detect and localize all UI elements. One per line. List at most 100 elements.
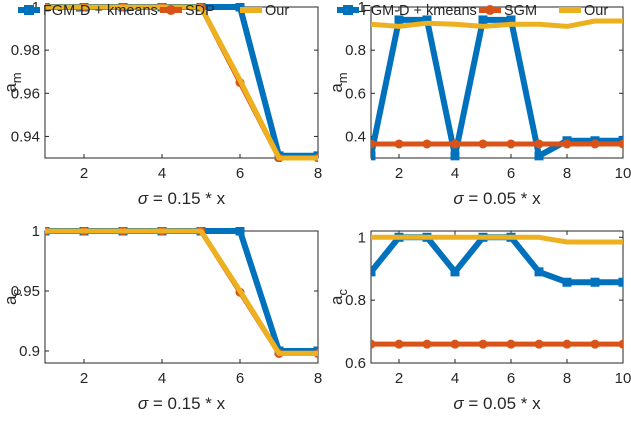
- y-tick-label: 1: [358, 229, 366, 246]
- data-point-square: [506, 15, 516, 25]
- data-point-square: [422, 15, 432, 25]
- data-point-circle: [478, 339, 488, 349]
- data-point-circle: [562, 139, 572, 149]
- legend-marker-circle: [485, 5, 495, 15]
- y-tick-label: 1: [32, 223, 40, 240]
- series-line-1: [45, 228, 318, 354]
- data-point-circle: [450, 139, 460, 149]
- series-line-2: [45, 4, 318, 161]
- x-tick-label: 6: [507, 165, 515, 182]
- legend-label: FGM-D + kmeans: [43, 3, 158, 19]
- data-point-square: [590, 277, 600, 287]
- plot-area: [45, 227, 318, 358]
- axes-frame: [44, 6, 319, 159]
- y-axis-label: am: [327, 72, 350, 92]
- x-tick-label: 4: [158, 370, 166, 387]
- y-tick-label: 0.9: [19, 343, 40, 360]
- plot-area: [371, 232, 623, 349]
- legend-label: Our: [584, 3, 608, 19]
- series-line-1: [45, 4, 318, 159]
- x-axis-label: σ = 0.05 * x: [453, 189, 541, 208]
- x-tick-label: 8: [563, 165, 571, 182]
- x-tick-label: 10: [615, 165, 631, 182]
- data-point-square: [450, 267, 460, 277]
- data-point-circle: [371, 139, 376, 149]
- x-axis-label: σ = 0.15 * x: [138, 189, 226, 208]
- plot-area: [45, 3, 318, 162]
- y-axis-label: ac: [327, 289, 350, 305]
- x-tick-label: 10: [615, 370, 631, 387]
- data-point-circle: [478, 139, 488, 149]
- data-point-square: [371, 267, 376, 277]
- data-point-square: [534, 267, 544, 277]
- data-point-circle: [590, 139, 600, 149]
- data-point-circle: [618, 339, 623, 349]
- data-point-circle: [506, 339, 516, 349]
- y-tick-label: 0.6: [345, 85, 366, 102]
- legend-label: FGM-D + kmeans: [362, 3, 477, 19]
- axes-frame: [370, 6, 624, 159]
- y-tick-label: 0.98: [11, 42, 40, 59]
- x-tick-label: 6: [507, 370, 515, 387]
- data-point-square: [394, 15, 404, 25]
- data-point-circle: [394, 339, 404, 349]
- data-point-square: [478, 15, 488, 25]
- series-line-1: [371, 16, 623, 159]
- chart-panel-2: 0.4 0.6 0.8 1 2 4 6 8 10 σ = 0.05 * x am: [327, 0, 631, 208]
- series-line-3-top: [45, 4, 318, 161]
- x-tick-label: 8: [314, 165, 322, 182]
- y-tick-label: 1: [358, 0, 366, 16]
- x-tick-label: 6: [236, 370, 244, 387]
- y-tick-label: 0.8: [345, 42, 366, 59]
- series-line-3: [45, 4, 318, 161]
- legend-label: Our: [265, 3, 289, 19]
- data-point-circle: [394, 139, 404, 149]
- y-tick-label: 0.94: [11, 128, 40, 145]
- legend-marker-square: [24, 5, 34, 15]
- data-point-circle: [618, 139, 623, 149]
- data-point-square: [371, 151, 376, 161]
- legend-marker-circle: [166, 5, 176, 15]
- data-point-circle: [590, 339, 600, 349]
- data-point-square: [450, 151, 460, 161]
- data-point-circle: [371, 339, 376, 349]
- x-tick-label: 4: [451, 370, 459, 387]
- data-point-circle: [562, 339, 572, 349]
- data-point-circle: [534, 339, 544, 349]
- data-point-circle: [422, 339, 432, 349]
- x-tick-label: 4: [451, 165, 459, 182]
- data-point-circle: [506, 139, 516, 149]
- y-tick-label: 0.4: [345, 128, 366, 145]
- x-tick-label: 2: [395, 370, 403, 387]
- series-line-3: [371, 234, 623, 245]
- legend-right: FGM-D + kmeans SGM Our: [337, 3, 608, 19]
- x-tick-label: 2: [395, 165, 403, 182]
- chart-panel-4: 0.6 0.8 1 2 4 6 8 10 σ = 0.05 * x ac: [327, 229, 631, 413]
- data-point-square: [235, 227, 245, 236]
- chart-panel-1: 0.940.960.9812468σ = 0.15 * xam: [1, 0, 322, 208]
- x-tick-label: 6: [236, 165, 244, 182]
- data-point-square: [562, 277, 572, 287]
- x-tick-label: 2: [80, 165, 88, 182]
- x-tick-label: 2: [80, 370, 88, 387]
- legend-label: SDP: [185, 3, 215, 19]
- y-tick-label: 0.96: [11, 85, 40, 102]
- data-point-square: [534, 151, 544, 161]
- axes-frame: [370, 230, 624, 364]
- series-line-3: [45, 228, 318, 356]
- series-line-2: [45, 228, 318, 356]
- data-point-circle: [422, 139, 432, 149]
- x-axis-label: σ = 0.15 * x: [138, 394, 226, 413]
- legend-left: FGM-D + kmeans SDP Our: [18, 3, 289, 19]
- x-axis-label: σ = 0.05 * x: [453, 394, 541, 413]
- y-axis-label: ac: [1, 289, 24, 305]
- legend-label: SGM: [504, 3, 537, 19]
- series-line-3-top: [45, 228, 318, 356]
- plot-area: [371, 15, 623, 161]
- y-tick-label: 0.8: [345, 292, 366, 309]
- data-point-circle: [450, 339, 460, 349]
- chart-panel-3: 0.9 0.95 1 2 4 6 8 σ = 0.15 * x ac: [1, 223, 322, 413]
- legend-marker-square: [343, 5, 353, 15]
- y-axis-label: am: [1, 72, 24, 92]
